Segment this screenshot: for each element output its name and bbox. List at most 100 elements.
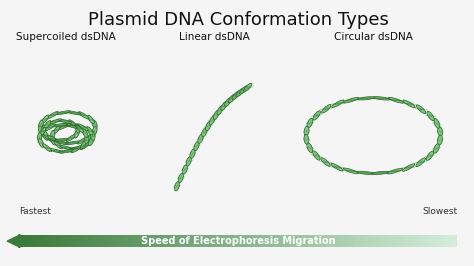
Ellipse shape: [221, 101, 227, 110]
Ellipse shape: [48, 119, 62, 124]
Ellipse shape: [42, 126, 46, 134]
Ellipse shape: [244, 83, 252, 92]
Ellipse shape: [228, 94, 236, 103]
Ellipse shape: [45, 124, 55, 131]
Ellipse shape: [210, 116, 215, 125]
FancyArrow shape: [7, 235, 20, 247]
Ellipse shape: [239, 86, 248, 94]
Ellipse shape: [89, 137, 94, 146]
Ellipse shape: [343, 168, 358, 174]
Ellipse shape: [190, 149, 195, 158]
Ellipse shape: [202, 128, 207, 137]
Ellipse shape: [87, 132, 94, 141]
Ellipse shape: [357, 97, 375, 100]
Text: Speed of Electrophoresis Migration: Speed of Electrophoresis Migration: [141, 236, 336, 246]
Text: Plasmid DNA Conformation Types: Plasmid DNA Conformation Types: [88, 11, 389, 28]
Ellipse shape: [65, 141, 81, 145]
Ellipse shape: [321, 158, 330, 166]
Ellipse shape: [69, 120, 77, 128]
Ellipse shape: [75, 124, 80, 133]
Ellipse shape: [39, 120, 43, 129]
Ellipse shape: [54, 141, 63, 149]
Ellipse shape: [52, 124, 68, 127]
Ellipse shape: [331, 163, 343, 171]
Ellipse shape: [39, 127, 46, 136]
Text: Supercoiled dsDNA: Supercoiled dsDNA: [16, 32, 115, 42]
Ellipse shape: [198, 134, 203, 143]
Ellipse shape: [434, 143, 439, 153]
Ellipse shape: [182, 165, 187, 174]
Ellipse shape: [186, 157, 191, 166]
Ellipse shape: [194, 142, 199, 151]
Ellipse shape: [53, 126, 60, 134]
Text: Slowest: Slowest: [422, 207, 457, 216]
Ellipse shape: [43, 144, 52, 152]
Ellipse shape: [51, 136, 56, 145]
Ellipse shape: [41, 132, 48, 140]
Ellipse shape: [80, 141, 87, 149]
Ellipse shape: [174, 182, 180, 191]
Ellipse shape: [38, 139, 44, 147]
Ellipse shape: [66, 134, 76, 142]
Ellipse shape: [71, 146, 82, 153]
Ellipse shape: [87, 127, 93, 135]
Ellipse shape: [60, 146, 74, 150]
Ellipse shape: [42, 115, 49, 123]
Ellipse shape: [81, 142, 90, 149]
Ellipse shape: [77, 124, 89, 130]
Text: Fastest: Fastest: [19, 207, 51, 216]
Ellipse shape: [43, 131, 49, 139]
Ellipse shape: [77, 137, 88, 144]
Ellipse shape: [373, 97, 390, 100]
Ellipse shape: [69, 146, 84, 150]
Ellipse shape: [55, 139, 70, 141]
Text: Circular dsDNA: Circular dsDNA: [334, 32, 413, 42]
Ellipse shape: [44, 120, 51, 129]
Ellipse shape: [225, 98, 231, 106]
Ellipse shape: [232, 91, 240, 100]
Ellipse shape: [47, 136, 59, 142]
Ellipse shape: [92, 120, 97, 129]
Ellipse shape: [426, 151, 434, 160]
Ellipse shape: [372, 171, 389, 174]
Ellipse shape: [313, 151, 320, 160]
Ellipse shape: [65, 124, 81, 127]
Ellipse shape: [307, 118, 313, 128]
Ellipse shape: [38, 126, 43, 135]
Ellipse shape: [82, 129, 88, 138]
Ellipse shape: [427, 111, 434, 121]
Ellipse shape: [59, 150, 74, 153]
Ellipse shape: [236, 88, 244, 97]
Ellipse shape: [321, 105, 331, 113]
Ellipse shape: [78, 112, 89, 119]
Ellipse shape: [304, 135, 309, 144]
Ellipse shape: [50, 131, 55, 139]
Ellipse shape: [434, 119, 440, 128]
Ellipse shape: [57, 119, 72, 123]
Ellipse shape: [313, 111, 320, 120]
Ellipse shape: [66, 111, 81, 115]
Ellipse shape: [387, 168, 402, 174]
Ellipse shape: [92, 127, 97, 135]
Ellipse shape: [213, 110, 219, 119]
Ellipse shape: [217, 106, 223, 115]
Ellipse shape: [357, 171, 374, 174]
Ellipse shape: [74, 129, 80, 138]
Ellipse shape: [304, 126, 309, 136]
Ellipse shape: [438, 135, 442, 145]
Ellipse shape: [84, 135, 89, 144]
Ellipse shape: [47, 111, 58, 118]
Ellipse shape: [55, 111, 71, 115]
Text: Linear dsDNA: Linear dsDNA: [179, 32, 250, 42]
Ellipse shape: [403, 100, 415, 108]
Ellipse shape: [438, 127, 443, 136]
Ellipse shape: [178, 173, 183, 182]
Ellipse shape: [64, 123, 77, 128]
Ellipse shape: [388, 97, 403, 103]
Ellipse shape: [307, 143, 313, 153]
Ellipse shape: [88, 115, 94, 124]
Ellipse shape: [37, 133, 42, 142]
Ellipse shape: [416, 158, 426, 167]
Ellipse shape: [75, 125, 84, 132]
Ellipse shape: [55, 141, 70, 145]
